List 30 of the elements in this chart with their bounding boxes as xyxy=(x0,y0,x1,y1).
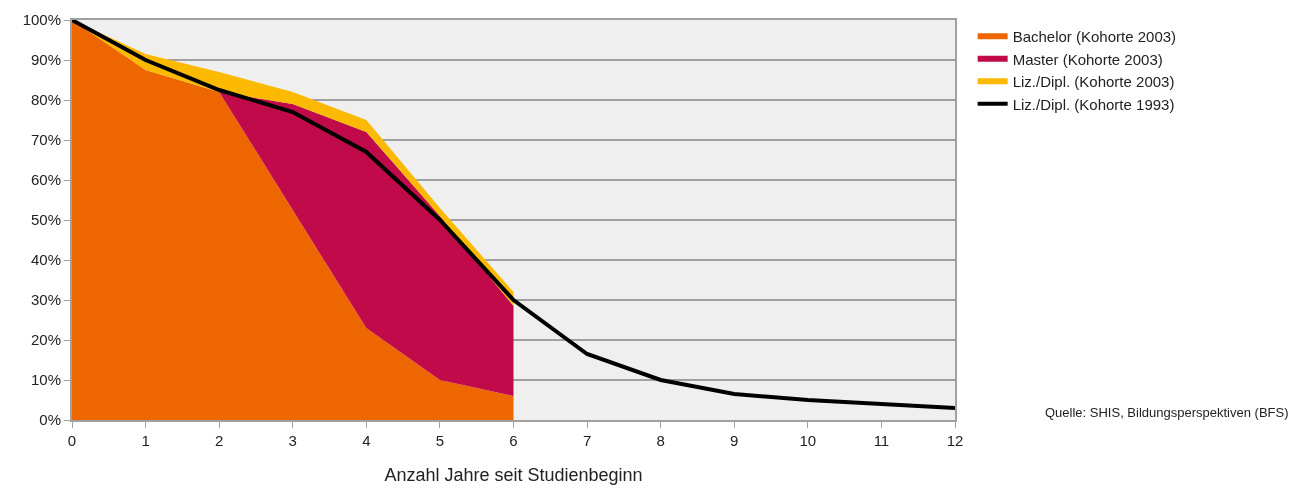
y-tick-label: 40% xyxy=(30,251,61,269)
y-tick-label: 10% xyxy=(30,371,61,389)
legend-label: Master (Kohorte 2003) xyxy=(1012,50,1163,68)
source-note: Quelle: SHIS, Bildungsperspektiven (BFS) xyxy=(1045,405,1289,420)
legend-label: Bachelor (Kohorte 2003) xyxy=(1012,28,1177,46)
y-tick-label: 70% xyxy=(30,131,61,149)
x-tick-label: 6 xyxy=(509,432,518,449)
y-tick-label: 60% xyxy=(30,171,61,189)
x-tick-label: 0 xyxy=(67,432,77,449)
x-tick-label: 5 xyxy=(435,432,445,449)
x-tick-label: 4 xyxy=(362,432,371,449)
x-tick-label: 7 xyxy=(582,432,592,449)
x-tick-label: 2 xyxy=(215,432,224,449)
legend-label: Liz./Dipl. (Kohorte 1993) xyxy=(1012,95,1175,113)
x-tick-label: 3 xyxy=(288,432,297,449)
x-tick-label: 10 xyxy=(799,432,817,449)
y-tick-label: 80% xyxy=(30,91,61,109)
y-tick-label: 50% xyxy=(30,211,61,229)
x-tick-label: 12 xyxy=(946,432,964,449)
y-tick-label: 20% xyxy=(30,331,61,349)
legend-label: Liz./Dipl. (Kohorte 2003) xyxy=(1012,73,1175,91)
y-tick-label: 30% xyxy=(30,291,61,309)
x-tick-label: 9 xyxy=(730,432,739,449)
y-tick-label: 100% xyxy=(22,11,61,29)
x-tick-label: 11 xyxy=(873,432,890,449)
y-tick-label: 90% xyxy=(30,51,61,69)
x-tick-label: 1 xyxy=(141,432,150,449)
y-tick-label: 0% xyxy=(39,411,61,429)
x-axis-title: Anzahl Jahre seit Studienbeginn xyxy=(384,464,643,485)
x-tick-label: 8 xyxy=(656,432,665,449)
